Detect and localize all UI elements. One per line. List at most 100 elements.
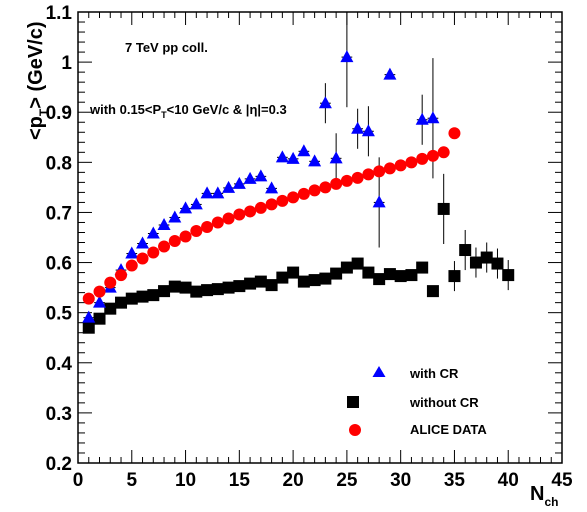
point-alice-data [158,240,171,253]
point-alice-data [211,216,224,229]
point-with-cr [189,197,203,210]
point-with-cr [168,210,182,223]
point-without-cr [373,273,386,286]
legend-label-without-cr: without CR [409,395,479,410]
point-alice-data [394,159,407,172]
point-alice-data [190,224,203,237]
point-with-cr [265,181,279,194]
point-alice-data [147,246,160,259]
point-without-cr [394,270,407,283]
point-without-cr [480,251,493,264]
point-with-cr [200,186,214,199]
point-without-cr [297,275,310,288]
x-tick-label: 45 [551,470,573,491]
point-alice-data [82,292,95,305]
point-without-cr [308,274,321,287]
y-tick-label: 0.5 [46,304,73,325]
point-with-cr [383,67,397,80]
point-with-cr [308,154,322,167]
point-with-cr [82,310,96,323]
point-with-cr [254,169,268,182]
x-tick-label: 20 [283,470,304,491]
point-with-cr [351,121,365,134]
point-alice-data [222,212,235,225]
point-without-cr [158,285,171,298]
point-alice-data [265,198,278,211]
point-without-cr [459,244,472,257]
point-alice-data [319,181,332,194]
legend-marker-with-cr [372,366,386,377]
legend-marker-alice-data [349,424,361,436]
point-with-cr [179,201,193,214]
point-without-cr [351,257,364,270]
x-tick-label: 25 [336,470,358,491]
point-without-cr [491,257,504,270]
point-with-cr [297,144,311,157]
point-without-cr [115,296,128,309]
plot-frame [77,11,563,464]
point-without-cr [362,266,375,279]
x-tick-label: 40 [498,470,519,491]
point-without-cr [340,261,353,274]
x-tick-label: 30 [390,470,411,491]
y-tick-label: 1 [61,53,72,74]
y-tick-label: 0.9 [46,103,72,124]
point-alice-data [201,220,214,233]
y-tick-label: 0.8 [46,153,72,174]
y-tick-label: 0.4 [46,354,73,375]
point-alice-data [233,208,246,221]
x-tick-label: 5 [126,470,137,491]
point-without-cr [233,280,246,293]
x-tick-label: 0 [73,470,84,491]
point-without-cr [93,312,106,325]
point-alice-data [437,146,450,159]
point-without-cr [416,261,429,274]
point-with-cr [372,195,386,208]
legend: with CR without CR ALICE DATA [347,366,487,437]
point-alice-data [362,168,375,181]
x-axis-title: Nch [530,483,558,509]
point-without-cr [276,271,289,284]
point-alice-data [373,165,386,178]
point-without-cr [319,272,332,285]
point-with-cr [243,171,257,184]
point-with-cr [361,124,375,137]
point-alice-data [168,235,181,248]
point-alice-data [104,276,117,289]
axis-ticks: 0 5 10 15 20 25 30 35 40 45 0.2 0.3 0.4 0.5 0.6 0.7 0.8 0… [46,3,573,491]
point-with-cr [222,180,236,193]
point-without-cr [287,266,300,279]
point-alice-data [416,152,429,165]
point-without-cr [211,283,224,296]
x-tick-label: 10 [175,470,196,491]
point-with-cr [415,112,429,125]
point-alice-data [340,174,353,187]
point-alice-data [405,156,418,169]
point-alice-data [136,252,149,265]
point-alice-data [308,184,321,197]
point-with-cr [146,226,160,239]
point-with-cr [318,96,332,109]
point-without-cr [502,269,515,282]
point-alice-data [115,269,128,282]
point-with-cr [136,236,150,249]
point-alice-data [254,201,267,214]
point-without-cr [426,285,439,298]
point-without-cr [244,277,257,290]
y-tick-label: 0.7 [46,203,72,224]
point-with-cr [426,111,440,124]
point-with-cr [125,246,139,259]
point-without-cr [448,270,461,283]
point-without-cr [330,267,343,280]
point-alice-data [125,259,138,272]
point-without-cr [437,202,450,215]
legend-label-with-cr: with CR [409,366,459,381]
point-without-cr [190,285,203,298]
point-without-cr [147,289,160,302]
point-alice-data [179,230,192,243]
y-tick-label: 1.1 [46,3,73,24]
point-without-cr [201,284,214,297]
point-with-cr [211,186,225,199]
y-tick-label: 0.2 [46,454,72,475]
